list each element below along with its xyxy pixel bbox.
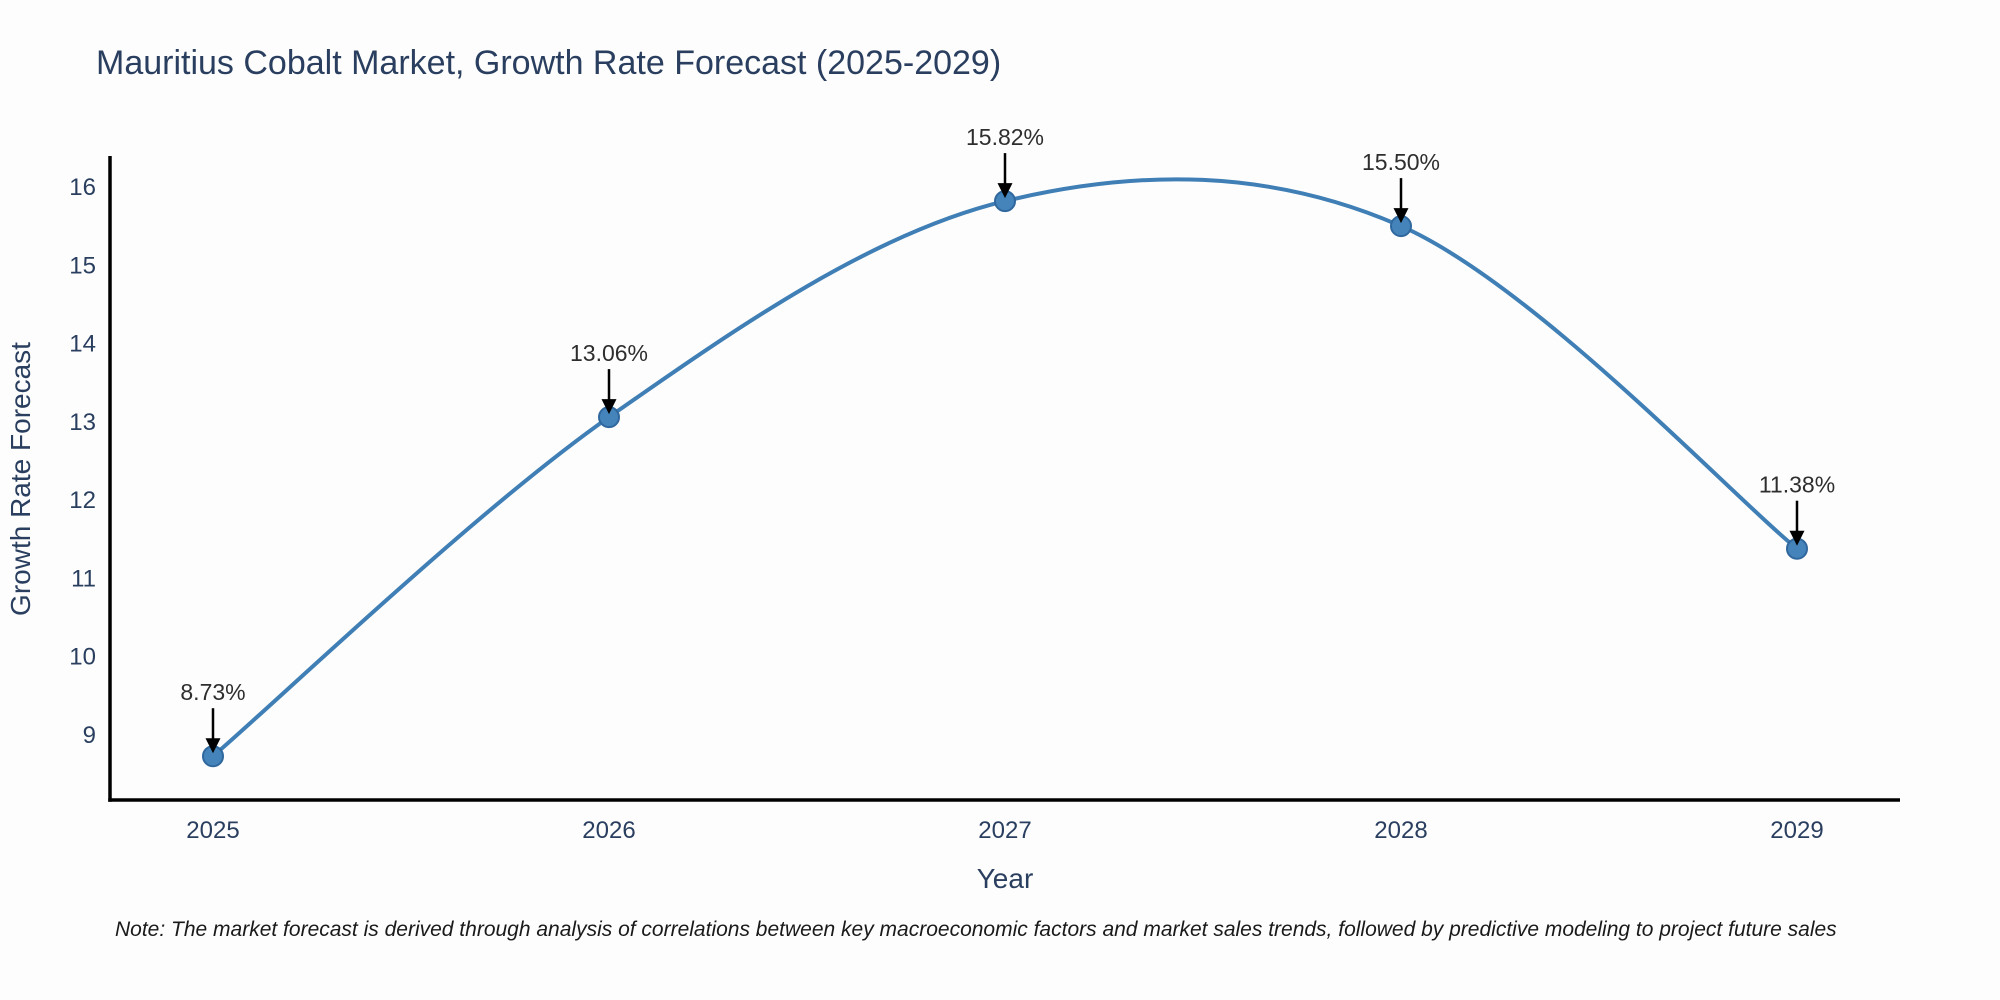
x-tick-label: 2029 xyxy=(1770,817,1823,844)
footnote: Note: The market forecast is derived thr… xyxy=(115,918,1837,941)
point-value-label: 15.50% xyxy=(1362,149,1440,175)
annotation-arrowhead xyxy=(1789,530,1805,546)
y-tick-label: 12 xyxy=(69,487,96,514)
annotation-arrowhead xyxy=(205,738,221,754)
x-tick-label: 2027 xyxy=(978,817,1031,844)
x-tick-label: 2028 xyxy=(1374,817,1427,844)
y-tick-label: 15 xyxy=(69,252,96,279)
x-tick-label: 2026 xyxy=(582,817,635,844)
y-tick-label: 9 xyxy=(83,722,96,749)
point-value-label: 11.38% xyxy=(1759,472,1835,498)
point-value-label: 15.82% xyxy=(966,124,1044,150)
annotation-arrowhead xyxy=(1393,208,1409,224)
y-tick-label: 11 xyxy=(71,565,96,592)
plot-area: 9 10 11 12 13 14 15 16 2025 2026 2027 2028 2029 8.73%… xyxy=(69,124,1835,844)
annotation-arrowhead xyxy=(601,399,617,415)
x-axis-title: Year xyxy=(977,863,1034,894)
forecast-line xyxy=(211,177,1799,758)
y-tick-label: 16 xyxy=(69,174,96,201)
y-axis-title: Growth Rate Forecast xyxy=(5,342,36,616)
point-value-label: 13.06% xyxy=(570,340,648,366)
x-tick-label: 2025 xyxy=(186,817,239,844)
annotation-arrowhead xyxy=(997,183,1013,199)
y-tick-label: 10 xyxy=(69,644,96,671)
y-tick-label: 14 xyxy=(69,331,96,358)
chart-title: Mauritius Cobalt Market, Growth Rate For… xyxy=(96,44,1002,82)
point-value-label: 8.73% xyxy=(180,679,245,705)
y-tick-label: 13 xyxy=(69,409,96,436)
